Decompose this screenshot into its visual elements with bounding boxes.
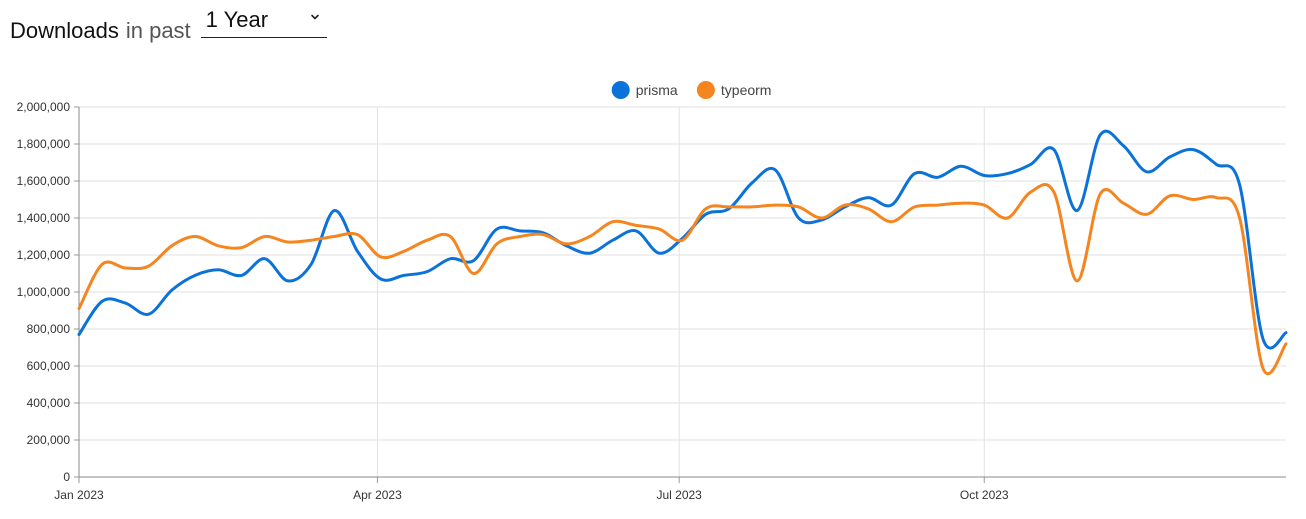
- y-tick-label: 1,200,000: [17, 248, 71, 262]
- x-tick-label: Jan 2023: [54, 488, 104, 502]
- legend-swatch-typeorm: [696, 81, 715, 99]
- period-select-value: 1 Year: [205, 7, 269, 32]
- header: Downloads in past 1 Year: [10, 6, 327, 44]
- period-select[interactable]: 1 Year: [200, 6, 327, 38]
- y-tick-label: 800,000: [27, 322, 71, 336]
- y-tick-label: 1,000,000: [17, 285, 71, 299]
- legend-label-typeorm: typeorm: [721, 82, 772, 98]
- y-tick-label: 2,000,000: [17, 100, 71, 114]
- y-tick-label: 200,000: [27, 433, 71, 447]
- legend-label-prisma: prisma: [636, 82, 678, 98]
- legend-swatch-prisma: [611, 81, 630, 99]
- series-line-typeorm: [77, 182, 1288, 376]
- x-tick-label: Oct 2023: [960, 488, 1009, 502]
- downloads-title: Downloads: [10, 18, 119, 43]
- y-tick-label: 1,800,000: [17, 137, 71, 151]
- downloads-subtitle: in past: [125, 18, 191, 43]
- y-tick-label: 1,600,000: [17, 174, 71, 188]
- x-tick-label: Apr 2023: [353, 488, 402, 502]
- y-tick-label: 1,400,000: [17, 211, 71, 225]
- y-tick-label: 600,000: [27, 359, 71, 373]
- y-tick-label: 0: [63, 470, 70, 484]
- chevron-down-icon: [310, 14, 319, 20]
- x-tick-label: Jul 2023: [656, 488, 702, 502]
- y-tick-label: 400,000: [27, 396, 71, 410]
